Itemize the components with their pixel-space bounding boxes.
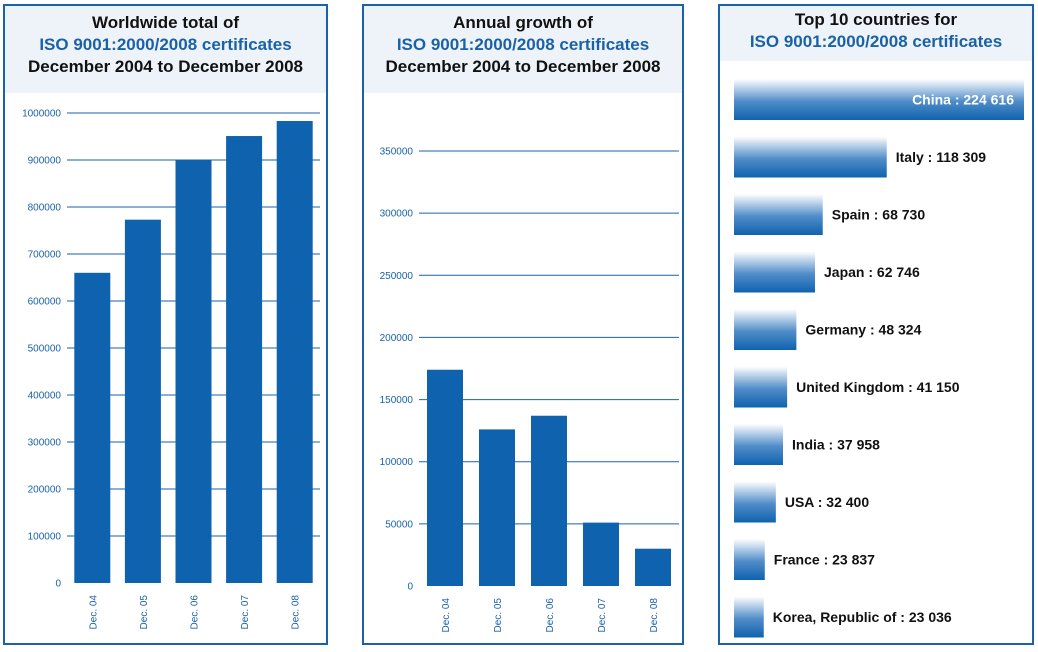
bar xyxy=(635,548,671,586)
y-tick-label: 300000 xyxy=(28,438,62,449)
x-tick-label: Dec. 05 xyxy=(139,595,150,630)
bar-label: Korea, Republic of : 23 036 xyxy=(773,609,952,625)
panel-header: Worldwide total of ISO 9001:2000/2008 ce… xyxy=(5,6,326,93)
panel-title-line1: Annual growth of xyxy=(453,13,593,32)
bar xyxy=(734,136,887,178)
x-tick-label: Dec. 05 xyxy=(493,598,504,633)
annual-growth-bar-chart: 0 50000 100000 150000 200000 250000 300000 3500… xyxy=(380,147,679,633)
y-tick-label: 100000 xyxy=(380,457,414,468)
bar xyxy=(583,522,619,586)
y-tick-label: 400000 xyxy=(28,391,62,402)
panel-title-line2: ISO 9001:2000/2008 certificates xyxy=(396,35,650,54)
y-tick-label: 1000000 xyxy=(22,109,61,120)
bar xyxy=(734,424,784,465)
panel-header: Annual growth of ISO 9001:2000/2008 cert… xyxy=(364,6,682,93)
x-tick-label: Dec. 08 xyxy=(291,595,302,630)
y-tick-label: 150000 xyxy=(380,395,414,406)
worldwide-total-bar-chart: 0 100000 200000 300000 400000 500000 600000 700… xyxy=(22,109,320,630)
bar xyxy=(734,481,776,523)
x-tick-label: Dec. 07 xyxy=(597,598,608,633)
x-tick-label: Dec. 08 xyxy=(649,598,660,633)
x-tick-label: Dec. 06 xyxy=(545,598,556,633)
bar xyxy=(124,219,161,583)
bar xyxy=(479,429,515,586)
y-tick-label: 300000 xyxy=(380,209,414,220)
x-tick-label: Dec. 06 xyxy=(190,595,201,630)
bar xyxy=(734,539,765,580)
chart-panel-worldwide-total: Worldwide total of ISO 9001:2000/2008 ce… xyxy=(3,4,328,645)
y-tick-label: 50000 xyxy=(385,519,413,530)
x-tick-label: Dec. 04 xyxy=(441,598,452,633)
bar xyxy=(276,120,313,584)
top-countries-hbar-chart: China : 224 616 Italy : 118 309 Spain : 68… xyxy=(734,79,1024,638)
bar-label: China : 224 616 xyxy=(912,92,1014,108)
bar xyxy=(734,251,816,293)
bar-label: India : 37 958 xyxy=(792,437,880,453)
y-tick-label: 900000 xyxy=(28,156,62,167)
panel-header: Top 10 countries for ISO 9001:2000/2008 … xyxy=(720,6,1032,61)
y-tick-label: 500000 xyxy=(28,344,62,355)
bar-label: Germany : 48 324 xyxy=(805,322,921,338)
y-tick-label: 100000 xyxy=(28,532,62,543)
x-tick-label: Dec. 04 xyxy=(88,595,99,630)
bar-label: Japan : 62 746 xyxy=(824,264,920,280)
bar-label: Spain : 68 730 xyxy=(832,207,926,223)
y-tick-label: 350000 xyxy=(380,147,414,158)
panel-title-line1: Top 10 countries for xyxy=(794,10,958,29)
bar-label: France : 23 837 xyxy=(774,552,875,568)
y-tick-label: 0 xyxy=(55,579,61,590)
panel-title-line2: ISO 9001:2000/2008 certificates xyxy=(39,35,292,54)
bar xyxy=(427,369,463,586)
y-tick-label: 250000 xyxy=(380,271,414,282)
y-tick-label: 200000 xyxy=(28,485,62,496)
y-tick-label: 700000 xyxy=(28,250,62,261)
bar-label: USA : 32 400 xyxy=(785,494,870,510)
panel-title-line2: ISO 9001:2000/2008 certificates xyxy=(749,32,1003,51)
bar xyxy=(734,309,797,350)
bar xyxy=(734,194,823,235)
chart-panel-top-countries: Top 10 countries for ISO 9001:2000/2008 … xyxy=(718,4,1034,645)
bar-label: United Kingdom : 41 150 xyxy=(796,379,960,395)
bar xyxy=(74,272,111,583)
bar xyxy=(734,79,1024,120)
bar-label: Italy : 118 309 xyxy=(896,149,987,165)
panel-title-line1: Worldwide total of xyxy=(91,13,239,32)
bar xyxy=(734,366,788,408)
y-tick-label: 600000 xyxy=(28,297,62,308)
y-tick-label: 0 xyxy=(407,582,413,593)
y-tick-label: 800000 xyxy=(28,203,62,214)
y-tick-label: 200000 xyxy=(380,333,414,344)
chart-panel-annual-growth: Annual growth of ISO 9001:2000/2008 cert… xyxy=(362,4,684,645)
bar xyxy=(175,160,212,583)
bar xyxy=(226,136,263,583)
bar xyxy=(531,415,567,586)
panel-title-line3: December 2004 to December 2008 xyxy=(385,57,661,76)
bar xyxy=(734,596,764,638)
x-tick-label: Dec. 07 xyxy=(240,595,251,630)
panel-title-line3: December 2004 to December 2008 xyxy=(28,57,303,76)
